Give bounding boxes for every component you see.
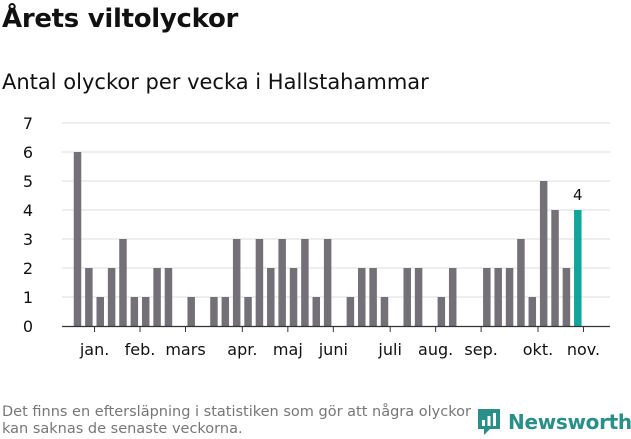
- bar: [437, 297, 446, 326]
- y-tick-label: 2: [23, 259, 33, 278]
- bar: [414, 268, 423, 326]
- x-tick-label: nov.: [567, 340, 600, 359]
- bar: [289, 268, 298, 326]
- grid-lines: [62, 122, 610, 298]
- bar: [232, 239, 241, 326]
- newsworthy-logo-icon: [478, 409, 500, 435]
- bar: [358, 268, 366, 326]
- x-tick-label: feb.: [125, 340, 156, 359]
- bar: [323, 239, 332, 326]
- y-tick-label: 1: [23, 288, 33, 307]
- annotations: 4: [573, 186, 583, 204]
- bar: [562, 268, 571, 326]
- bar: [130, 297, 139, 326]
- x-tick-label: jan.: [79, 340, 109, 359]
- bar: [267, 268, 275, 326]
- bar: [483, 268, 491, 326]
- highlight-bar: [574, 210, 582, 326]
- bar: [221, 297, 230, 326]
- x-tick-label: juli: [377, 340, 401, 359]
- x-tick-label: juni: [318, 340, 348, 359]
- bar-chart: 0 1 2 3 4 5 6 7 jan. feb. mars apr. maj juni juli aug.…: [23, 114, 610, 359]
- x-axis-month-labels: jan. feb. mars apr. maj juni juli aug. sep. okt. n…: [79, 326, 600, 359]
- bar: [96, 297, 104, 326]
- footnote: Det finns en eftersläpning i statistiken…: [2, 404, 471, 437]
- highlight-value-label: 4: [573, 186, 583, 204]
- bar: [85, 268, 93, 326]
- x-tick-label: maj: [273, 340, 303, 359]
- bar: [505, 268, 514, 326]
- x-tick-label: sep.: [464, 340, 497, 359]
- bar: [380, 297, 389, 326]
- bar: [551, 210, 559, 326]
- bar: [301, 239, 309, 326]
- bar: [119, 239, 127, 326]
- bar: [278, 239, 286, 326]
- y-tick-label: 6: [23, 143, 33, 162]
- brand-logo: Newsworthy: [476, 407, 631, 437]
- chart-title: Årets viltolyckor: [2, 4, 239, 34]
- brand-name: Newsworthy: [508, 410, 631, 434]
- bar: [448, 268, 457, 326]
- bar: [164, 268, 173, 326]
- bar: [141, 297, 150, 326]
- bar: [517, 239, 525, 326]
- bar: [369, 268, 377, 326]
- y-tick-label: 3: [23, 230, 33, 249]
- chart-subtitle: Antal olyckor per vecka i Hallstahammar: [2, 70, 429, 94]
- bar: [153, 268, 161, 326]
- x-tick-label: mars: [165, 340, 205, 359]
- bar: [403, 268, 411, 326]
- y-tick-label: 7: [23, 114, 33, 133]
- bar: [528, 297, 537, 326]
- bars: [62, 152, 610, 328]
- bar: [255, 239, 264, 326]
- y-tick-label: 4: [23, 201, 33, 220]
- bar: [346, 297, 355, 326]
- y-axis-ticks: 0 1 2 3 4 5 6 7: [23, 114, 33, 336]
- x-tick-label: apr.: [227, 340, 257, 359]
- y-tick-label: 5: [23, 172, 33, 191]
- bar: [73, 152, 82, 326]
- bar: [312, 297, 321, 326]
- bar: [494, 268, 502, 326]
- y-tick-label: 0: [23, 317, 33, 336]
- x-tick-label: aug.: [418, 340, 453, 359]
- bar: [244, 297, 252, 326]
- bar: [107, 268, 116, 326]
- bar: [210, 297, 218, 326]
- bar: [539, 181, 548, 326]
- x-tick-label: okt.: [523, 340, 553, 359]
- bar: [187, 297, 195, 326]
